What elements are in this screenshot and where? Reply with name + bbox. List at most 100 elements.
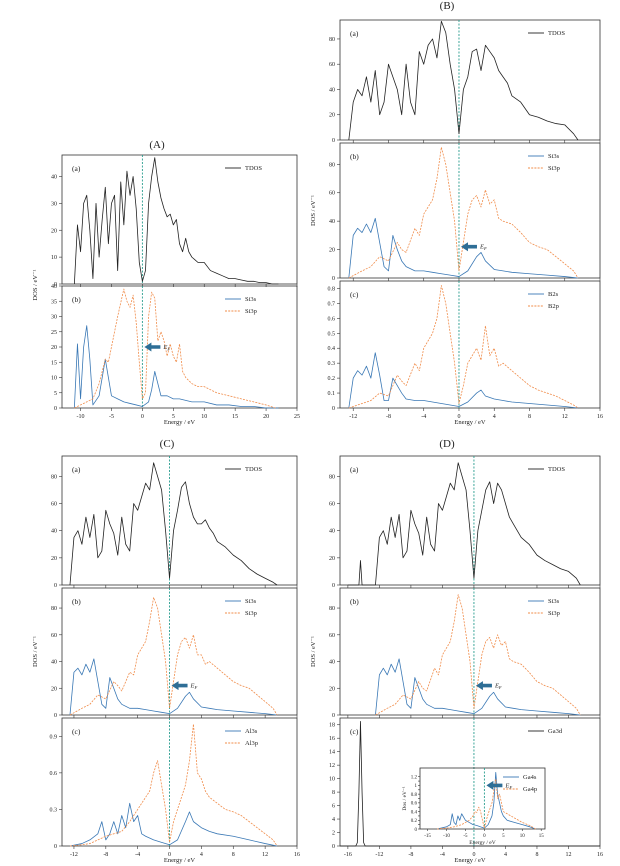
panel-a-subplot-a-legend-tdos: TDOS [245, 165, 262, 172]
panel-c-subplot-c-legend-al3p: Al3p [245, 740, 258, 747]
panel-b-subplot-a-ytick-label: 0 [332, 138, 335, 144]
panel-d-subplot-a-legend-tdos: TDOS [548, 466, 565, 473]
panel-b-subplot-b-ytick-label: 0 [332, 276, 335, 282]
panel-b-xlabel: Energy / eV [454, 419, 486, 426]
panel-c-subplot-a-ytick-label: 60 [51, 502, 57, 508]
panel-c-subplot-c-ytick-label: 0.9 [50, 734, 58, 740]
panel-a-subplot-b-ytick-label: 0 [54, 406, 57, 412]
panel-b-subplot-b-ytick-label: 20 [329, 248, 335, 254]
panel-d-subplot-b-ytick-label: 20 [329, 686, 335, 692]
panel-b-subplot-b-frame [339, 142, 601, 279]
panel-a-subplot-b-xtick-label: -10 [77, 414, 85, 420]
panel-d-subplot-c-ytick-label: 6 [332, 804, 335, 810]
panel-a-subplot-b-ytick-label: 5 [54, 391, 57, 397]
panel-b-subplot-c-ytick-label: 0.6 [328, 316, 336, 322]
panel-c-subplot-b-fermi-arrow [171, 681, 188, 691]
panel-c-subplot-a-legend-tdos: TDOS [245, 466, 262, 473]
panel-c-subplot-c-series-al3s [69, 802, 278, 847]
panel-c-subplot-a-ytick-label: 20 [51, 556, 57, 562]
panel-c-subplot-a-label: (a) [72, 465, 81, 474]
panel-c-subplot-c-frame [61, 717, 298, 847]
panel-c-subplot-c-ytick-label: 0.3 [50, 807, 58, 813]
panel-d-subplot-a-series-tdos [347, 462, 581, 586]
panel-d-subplot-c-inset-xtick-label: -10 [443, 834, 450, 839]
panel-d-subplot-b-fermi-label: EF [494, 683, 502, 691]
panel-d-subplot-a-frame [339, 455, 601, 586]
panel-d-subplot-c-ytick-label: 2 [332, 831, 335, 837]
panel-c-subplot-c-label: (c) [72, 727, 81, 736]
panel-b-subplot-a-ytick-label: 60 [329, 62, 335, 68]
panel-a-subplot-a-frame [61, 154, 298, 285]
panel-d-subplot-c-ytick-label: 16 [329, 736, 335, 742]
panel-a-subplot-b-xtick-label: 0 [141, 414, 144, 420]
panel-b-subplot-c-ytick-label: 0.4 [328, 346, 336, 352]
panel-d-subplot-b-fermi-arrow [475, 681, 492, 691]
panel-b-subplot-c-ytick-label: 0.3 [328, 361, 336, 367]
panel-c-subplot-c-legend-al3s: Al3s [245, 728, 258, 735]
panel-d-subplot-c-xtick-label: 8 [535, 852, 538, 858]
panel-a-subplot-b-ytick-label: 10 [51, 376, 57, 382]
panel-d-subplot-b-frame [339, 587, 601, 716]
panel-c-subplot-a-ytick-label: 40 [51, 529, 57, 535]
panel-c-subplot-c-xtick-label: 0 [168, 852, 171, 858]
panel-b-subplot-a-ytick-label: 80 [329, 37, 335, 43]
panel-d-subplot-c-inset: 0 0.2 0.4 0.6 0.8 1 1.2 -15 -10 -5 0 5 10 15 Ga4s Ga4p E… [402, 767, 546, 846]
panel-b-subplot-c-xtick-label: 8 [528, 414, 531, 420]
panel-b-subplot-c-legend-b2p: B2p [548, 303, 559, 310]
panel-d-subplot-c-frame [339, 717, 601, 847]
panel-b-subplot-c-frame [339, 280, 601, 409]
panel-b-subplot-a: 0 20 40 60 80 (a) TDOS [329, 19, 601, 144]
panel-b-subplot-b-fermi-arrow [460, 242, 477, 252]
panel-d-subplot-b-label: (b) [350, 597, 359, 606]
panel-a-subplot-b-ytick-label: 40 [51, 284, 57, 290]
panel-c-subplot-b-ytick-label: 40 [51, 660, 57, 666]
panel-d-subplot-b-ytick-label: 80 [329, 606, 335, 612]
panel-c-subplot-a-ytick-label: 80 [51, 474, 57, 480]
panel-d-subplot-c-inset-series-ga4s [436, 771, 536, 830]
panel-d-subplot-c-inset-xtick-label: -5 [463, 834, 468, 839]
panel-c-subplot-c-xtick-label: 4 [200, 852, 203, 858]
panel-d-subplot-c-xtick-label: 12 [565, 852, 571, 858]
panel-d-subplot-c-inset-legend-ga4p: Ga4p [523, 786, 537, 793]
panel-b-subplot-b-fermi-label: EF [479, 244, 487, 252]
panel-d-subplot-c-inset-xtick-label: -15 [424, 834, 431, 839]
panel-d-subplot-c-inset-xtick-label: 0 [483, 834, 486, 839]
panel-b-subplot-b-ytick-label: 60 [329, 191, 335, 197]
panel-a-subplot-a-label: (a) [72, 164, 81, 173]
panel-a-title: (A) [149, 139, 165, 151]
panel-d-subplot-c-inset-fermi-arrow [486, 780, 503, 790]
panel-d-subplot-c-xtick-label: 0 [472, 852, 475, 858]
panel-b-subplot-c-ytick-label: 0 [332, 406, 335, 412]
panel-b-subplot-c-xtick-label: -12 [349, 414, 357, 420]
panel-a-subplot-b-series-si3s [73, 325, 279, 409]
panel-b-subplot-c-xtick-label: -4 [421, 414, 426, 420]
panel-d-subplot-c-legend-ga3d: Ga3d [548, 728, 563, 735]
panel-c-subplot-c-ytick-label: 0.6 [50, 771, 58, 777]
panel-c-subplot-b-ytick-label: 60 [51, 633, 57, 639]
panel-d-subplot-c-xtick-label: -8 [408, 852, 413, 858]
panel-b-subplot-b-legend-si3p: Si3p [548, 165, 560, 172]
panel-d-subplot-c-xtick-label: -12 [375, 852, 383, 858]
panel-c-subplot-c-ytick-label: 0 [54, 844, 57, 850]
panel-b-subplot-b-legend-si3s: Si3s [548, 153, 560, 160]
panel-a-subplot-b-ytick-label: 15 [51, 360, 57, 366]
panel-a-subplot-b-legend-si3p: Si3p [245, 308, 257, 315]
panel-d-subplot-b-series-si3p [375, 594, 581, 716]
panel-c-subplot-c-series-al3p [69, 723, 278, 847]
panel-b-subplot-c-series-b2p [348, 285, 579, 409]
panel-d-subplot-c-label: (c) [350, 727, 359, 736]
panel-d-subplot-c-inset-xtick-label: 10 [520, 834, 526, 839]
panel-c-subplot-b-ytick-label: 0 [54, 713, 57, 719]
panel-c-subplot-b: 0 20 40 60 80 (b) Si3s Si3p EF [51, 587, 298, 719]
panel-b-subplot-c-xtick-label: 12 [562, 414, 568, 420]
panel-d-subplot-a-ytick-label: 40 [329, 529, 335, 535]
panel-d-xlabel: Energy / eV [454, 857, 486, 864]
panel-d-subplot-c-inset-ytick-label: 0.4 [411, 810, 418, 815]
panel-b-subplot-b-series-si3s [348, 217, 579, 279]
panel-c-subplot-b-legend-si3s: Si3s [245, 598, 257, 605]
panel-d-subplot-c-inset-ytick-label: 0.2 [411, 819, 418, 824]
panel-c-subplot-b-fermi-label: EF [190, 683, 198, 691]
panel-b-subplot-c-ytick-label: 0.1 [328, 391, 336, 397]
